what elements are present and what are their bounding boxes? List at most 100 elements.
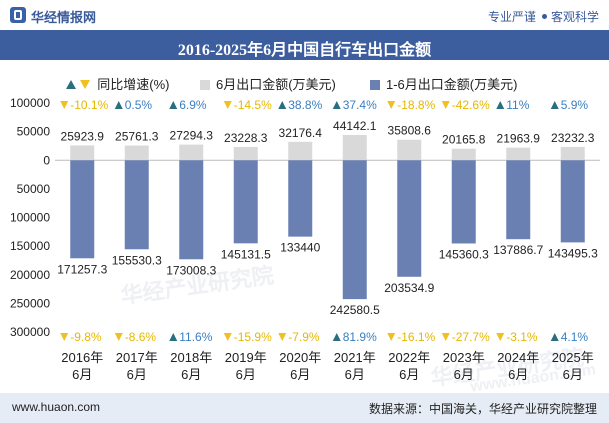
down-arrow-icon (441, 333, 450, 341)
y-tick-label: 50000 (17, 125, 51, 139)
june-value-label: 23232.3 (551, 131, 595, 145)
x-tick-label: 6月 (345, 367, 365, 382)
cumulative-growth-label: -8.6% (125, 330, 157, 344)
legend-cumulative-swatch (370, 80, 380, 90)
y-tick-label: 150000 (10, 239, 50, 253)
june-bar (124, 145, 149, 161)
up-arrow-icon (332, 101, 341, 109)
june-bar (288, 141, 313, 161)
june-growth-label: 5.9% (561, 98, 589, 112)
june-growth-label: 6.9% (179, 98, 207, 112)
y-tick-label: 50000 (17, 182, 51, 196)
x-tick-label: 6月 (563, 367, 583, 382)
slogan: 专业严谨 客观科学 (488, 8, 599, 25)
chart-plot: 100000 50000 0 50000 100000 150000 200000 25000… (10, 96, 600, 382)
x-tick-label: 2018年 (170, 350, 212, 365)
june-growth-label: 37.4% (343, 98, 377, 112)
brand-name: 华经情报网 (31, 10, 97, 25)
up-arrow-icon (332, 333, 341, 341)
cumulative-value-label: 145131.5 (221, 247, 271, 261)
june-growth-label: 11% (506, 98, 529, 112)
legend-june-swatch (200, 80, 210, 90)
down-arrow-icon (114, 333, 123, 341)
slogan-left: 专业严谨 (487, 10, 536, 24)
y-tick-label: 250000 (10, 296, 50, 310)
cumulative-growth-label: -15.9% (234, 330, 272, 344)
x-tick-label: 6月 (399, 367, 419, 382)
chart-title: 2016-2025年6月中国自行车出口金额 (177, 42, 432, 59)
june-bar (342, 134, 367, 161)
cumulative-value-label: 203534.9 (384, 281, 434, 295)
cumulative-growth-label: -9.8% (70, 330, 102, 344)
y-tick-label: 200000 (10, 268, 50, 282)
cumulative-value-label: 133440 (280, 241, 320, 255)
x-tick-label: 6月 (508, 367, 528, 382)
june-value-label: 21963.9 (497, 132, 541, 146)
june-bar (179, 144, 204, 161)
x-tick-label: 6月 (236, 367, 256, 382)
june-value-label: 35808.6 (388, 124, 432, 138)
cumulative-bar (179, 160, 204, 260)
down-arrow-icon (496, 333, 505, 341)
june-value-label: 25761.3 (115, 130, 159, 144)
down-arrow-icon (60, 333, 69, 341)
june-value-label: 32176.4 (279, 126, 323, 140)
legend-cumulative: 1-6月出口金额(万美元) (370, 74, 517, 93)
cumulative-value-label: 145360.3 (439, 247, 489, 261)
footer-bar (0, 393, 609, 423)
x-tick-label: 2024年 (497, 350, 539, 365)
june-growth-label: -18.8% (397, 98, 435, 112)
y-tick-label: 100000 (10, 211, 50, 225)
y-tick-label: 100000 (10, 96, 50, 110)
june-bar (233, 146, 258, 161)
june-bar (451, 148, 476, 161)
x-tick-label: 2025年 (552, 350, 594, 365)
x-tick-label: 2020年 (279, 350, 321, 365)
cumulative-growth-label: 81.9% (343, 330, 377, 344)
june-bar (560, 146, 585, 161)
cumulative-bar (451, 160, 476, 244)
cumulative-bar (288, 160, 313, 237)
june-growth-label: -10.1% (70, 98, 108, 112)
june-value-label: 20165.8 (442, 133, 486, 147)
down-arrow-icon (223, 101, 232, 109)
x-tick-label: 6月 (454, 367, 474, 382)
legend-growth: 同比增速(%) (66, 74, 169, 93)
down-arrow-icon (223, 333, 232, 341)
cumulative-bar (397, 160, 422, 277)
june-growth-label: -14.5% (234, 98, 272, 112)
down-arrow-icon (278, 333, 287, 341)
legend-cumulative-label: 1-6月出口金额(万美元) (386, 77, 518, 92)
up-arrow-icon (550, 101, 559, 109)
legend-june-label: 6月出口金额(万美元) (216, 77, 336, 92)
legend-june: 6月出口金额(万美元) (200, 74, 336, 93)
cumulative-bar (70, 160, 95, 259)
june-bar (397, 139, 422, 161)
x-tick-label: 2019年 (225, 350, 267, 365)
top-bar: 华经情报网 专业严谨 客观科学 (0, 0, 609, 30)
x-tick-label: 2016年 (61, 350, 103, 365)
footer-website: www.huaon.com (12, 400, 101, 414)
cumulative-value-label: 173008.3 (166, 263, 216, 277)
x-tick-label: 2023年 (443, 350, 485, 365)
cumulative-growth-label: -3.1% (506, 330, 538, 344)
x-tick-label: 2017年 (116, 350, 158, 365)
june-bar (70, 145, 95, 161)
x-tick-label: 6月 (181, 367, 201, 382)
down-arrow-icon (387, 333, 396, 341)
cumulative-bar (506, 160, 531, 240)
up-arrow-icon (550, 333, 559, 341)
up-arrow-icon (114, 101, 123, 109)
y-tick-label: 0 (43, 153, 50, 167)
cumulative-growth-label: 4.1% (561, 330, 589, 344)
cumulative-value-label: 155530.3 (112, 253, 162, 267)
cumulative-value-label: 137886.7 (493, 243, 543, 257)
down-arrow-icon (79, 80, 90, 89)
cumulative-bar (342, 160, 367, 300)
june-value-label: 27294.3 (170, 129, 214, 143)
up-arrow-icon (169, 333, 178, 341)
june-growth-label: 0.5% (125, 98, 153, 112)
cumulative-bar (233, 160, 258, 244)
cumulative-bar (560, 160, 585, 243)
x-tick-label: 2021年 (334, 350, 376, 365)
